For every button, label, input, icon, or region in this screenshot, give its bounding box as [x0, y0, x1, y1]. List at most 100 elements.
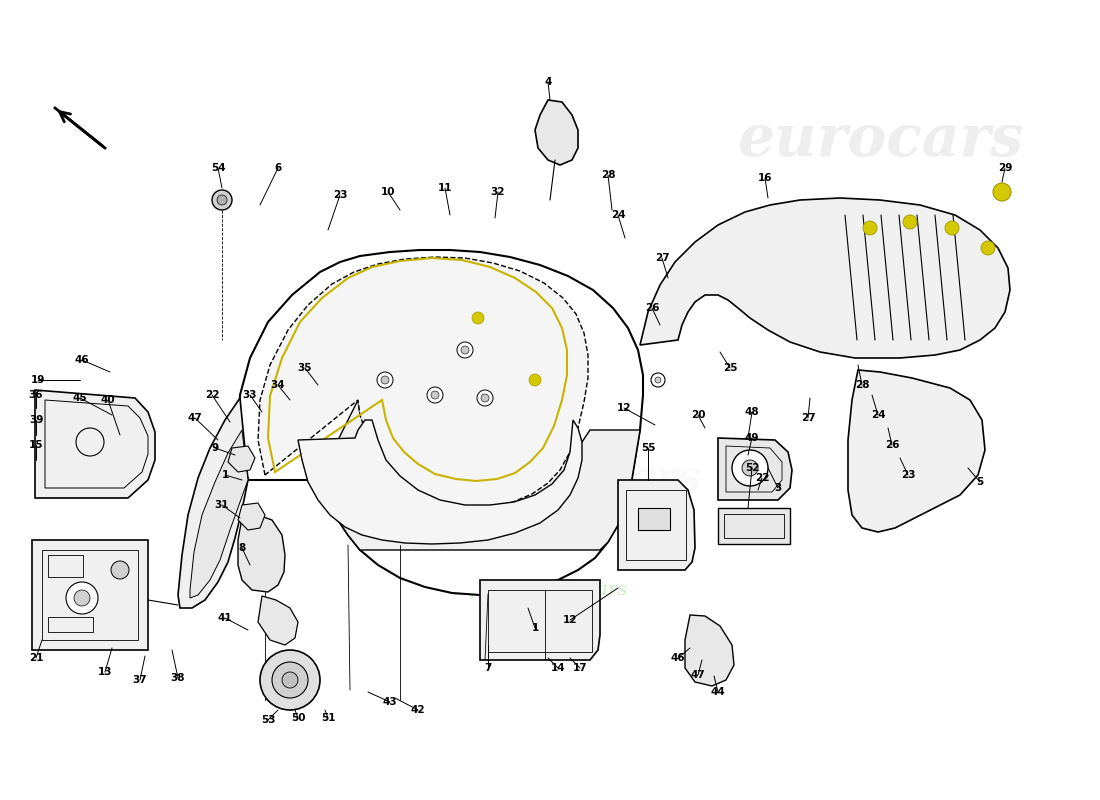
Text: 50: 50 [290, 713, 306, 723]
Text: 48: 48 [745, 407, 759, 417]
Circle shape [260, 650, 320, 710]
Text: 23: 23 [901, 470, 915, 480]
Circle shape [732, 450, 768, 486]
Text: 28: 28 [601, 170, 615, 180]
Polygon shape [535, 100, 578, 165]
Circle shape [654, 377, 661, 383]
Text: 19: 19 [31, 375, 45, 385]
Text: 17: 17 [573, 663, 587, 673]
Circle shape [472, 312, 484, 324]
Polygon shape [640, 198, 1010, 358]
Text: 54: 54 [211, 163, 226, 173]
Text: 12: 12 [563, 615, 578, 625]
Text: 11: 11 [438, 183, 452, 193]
Circle shape [76, 428, 104, 456]
Circle shape [212, 190, 232, 210]
Text: 23: 23 [332, 190, 348, 200]
Text: 45: 45 [73, 393, 87, 403]
Text: 47: 47 [691, 670, 705, 680]
Polygon shape [238, 250, 644, 595]
Text: 25: 25 [723, 363, 737, 373]
Text: 5: 5 [977, 477, 983, 487]
Text: 34: 34 [271, 380, 285, 390]
Text: 33: 33 [243, 390, 257, 400]
Circle shape [864, 221, 877, 235]
Bar [48, 617, 94, 632]
Text: 22: 22 [205, 390, 219, 400]
Text: 36: 36 [29, 390, 43, 400]
Polygon shape [190, 430, 248, 598]
Text: 26: 26 [884, 440, 900, 450]
Circle shape [282, 672, 298, 688]
Polygon shape [238, 514, 285, 592]
Polygon shape [480, 580, 600, 660]
Text: 43: 43 [383, 697, 397, 707]
Circle shape [477, 390, 493, 406]
Polygon shape [258, 596, 298, 645]
Text: 35: 35 [298, 363, 312, 373]
Text: 46: 46 [671, 653, 685, 663]
Text: 47: 47 [188, 413, 202, 423]
Circle shape [456, 342, 473, 358]
Text: 14: 14 [551, 663, 565, 673]
Text: 27: 27 [654, 253, 669, 263]
Polygon shape [718, 438, 792, 500]
Text: 24: 24 [871, 410, 886, 420]
Text: 26: 26 [645, 303, 659, 313]
Text: 7: 7 [484, 663, 492, 673]
Polygon shape [618, 480, 695, 570]
Polygon shape [320, 400, 640, 550]
Polygon shape [848, 370, 984, 532]
Circle shape [981, 241, 996, 255]
Circle shape [481, 394, 490, 402]
Text: 44: 44 [711, 687, 725, 697]
Text: a passion for cars: a passion for cars [452, 581, 628, 599]
Text: 41: 41 [218, 613, 232, 623]
Text: 3: 3 [774, 483, 782, 493]
Text: 24: 24 [610, 210, 625, 220]
Circle shape [903, 215, 917, 229]
Text: 46: 46 [75, 355, 89, 365]
Polygon shape [228, 446, 255, 472]
Circle shape [529, 374, 541, 386]
Circle shape [111, 561, 129, 579]
Text: 40: 40 [101, 395, 116, 405]
Text: a passion for cars: a passion for cars [411, 423, 549, 437]
Polygon shape [685, 615, 734, 686]
Bar [626, 490, 686, 560]
Text: 6: 6 [274, 163, 282, 173]
Text: 9: 9 [211, 443, 219, 453]
Text: 20: 20 [691, 410, 705, 420]
Bar [48, 555, 82, 577]
Text: 49: 49 [745, 433, 759, 443]
Circle shape [217, 195, 227, 205]
Circle shape [945, 221, 959, 235]
Text: 29: 29 [998, 163, 1012, 173]
Text: 1: 1 [221, 470, 229, 480]
Text: 39: 39 [29, 415, 43, 425]
Text: 51: 51 [321, 713, 336, 723]
Text: 16: 16 [758, 173, 772, 183]
Circle shape [427, 387, 443, 403]
Text: 27: 27 [801, 413, 815, 423]
Bar [718, 508, 790, 544]
Bar [638, 508, 670, 530]
Polygon shape [298, 420, 582, 544]
Text: 31: 31 [214, 500, 229, 510]
Polygon shape [355, 285, 620, 430]
Text: 32: 32 [491, 187, 505, 197]
Text: 10: 10 [381, 187, 395, 197]
Polygon shape [32, 540, 148, 650]
Circle shape [651, 373, 666, 387]
Text: 55: 55 [640, 443, 656, 453]
Polygon shape [35, 390, 155, 498]
Circle shape [461, 346, 469, 354]
Circle shape [993, 183, 1011, 201]
Circle shape [74, 590, 90, 606]
Circle shape [381, 376, 389, 384]
Text: 13: 13 [98, 667, 112, 677]
Polygon shape [178, 398, 248, 608]
Text: eurocars: eurocars [498, 459, 702, 501]
Text: 37: 37 [133, 675, 147, 685]
Text: 52: 52 [745, 463, 759, 473]
